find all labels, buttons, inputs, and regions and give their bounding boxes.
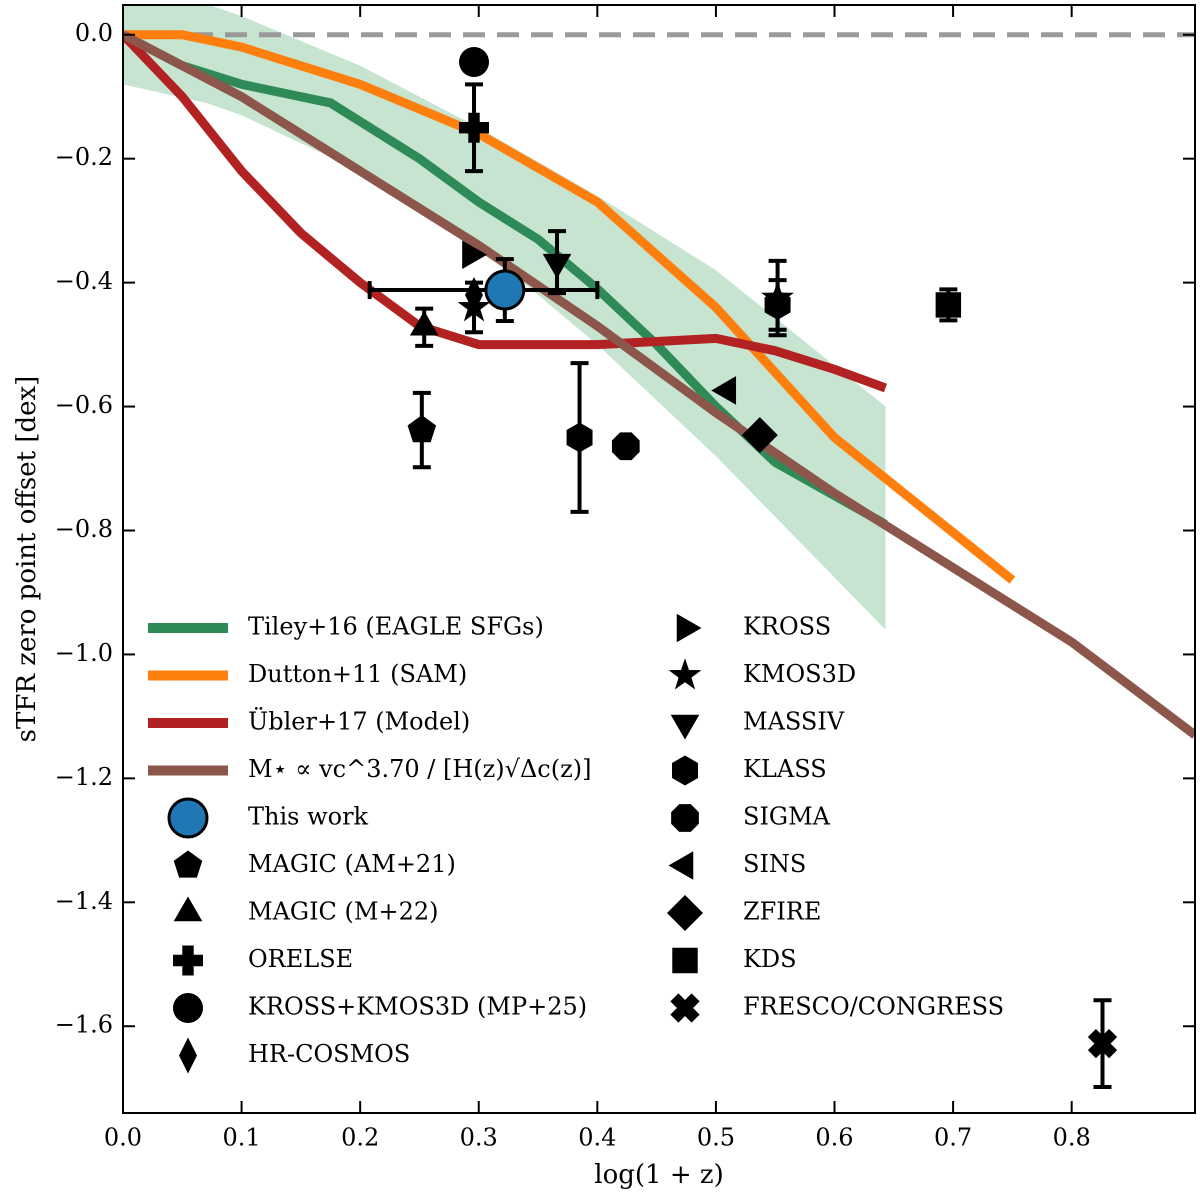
x-tick-label: 0.1 xyxy=(222,1124,260,1152)
marker xyxy=(167,797,209,839)
legend-label: HR-COSMOS xyxy=(248,1040,410,1068)
marker xyxy=(668,658,702,690)
legend-label: MASSIV xyxy=(743,708,845,736)
marker xyxy=(542,253,572,279)
plot-frame xyxy=(122,4,1196,1114)
legend-label: KMOS3D xyxy=(743,660,856,688)
marker xyxy=(668,851,694,880)
marker xyxy=(173,850,203,878)
x-tick-label: 0.6 xyxy=(815,1124,853,1152)
marker xyxy=(484,269,526,311)
y-tick-label: −1.2 xyxy=(55,763,113,791)
y-tick-label: −0.8 xyxy=(55,515,113,543)
legend-label: Dutton+11 (SAM) xyxy=(248,660,467,688)
legend-label: KROSS xyxy=(743,613,831,641)
marker xyxy=(611,432,640,461)
marker xyxy=(672,947,698,974)
marker xyxy=(566,422,593,453)
y-axis-label: sTFR zero point offset [dex] xyxy=(12,376,42,743)
y-tick-label: −1.6 xyxy=(55,1011,113,1039)
legend-label: M⋆ ∝ vc^3.70 / [H(z)√Δc(z)] xyxy=(248,755,591,783)
legend-label: MAGIC (M+22) xyxy=(248,898,439,926)
marker xyxy=(670,993,700,1023)
legend-label: FRESCO/CONGRESS xyxy=(743,993,1004,1021)
marker xyxy=(711,376,737,405)
y-tick-label: −0.6 xyxy=(55,391,113,419)
marker xyxy=(671,804,699,832)
legend: Tiley+16 (EAGLE SFGs) Dutton+11 (SAM) Üble… xyxy=(148,613,1004,1074)
series-line xyxy=(123,30,1195,739)
marker xyxy=(459,47,490,78)
y-tick-label: −0.4 xyxy=(55,267,113,295)
marker xyxy=(457,290,491,322)
marker xyxy=(670,714,700,740)
legend-label: MAGIC (AM+21) xyxy=(248,850,456,878)
marker xyxy=(173,896,203,922)
legend-label: SIGMA xyxy=(743,803,831,831)
marker xyxy=(173,945,203,976)
marker xyxy=(741,417,778,454)
legend-label: This work xyxy=(248,803,369,831)
marker xyxy=(667,895,703,931)
y-tick-label: −1.4 xyxy=(55,887,113,915)
x-tick-label: 0.7 xyxy=(934,1124,972,1152)
legend-label: KROSS+KMOS3D (MP+25) xyxy=(248,993,587,1021)
marker xyxy=(459,112,490,143)
x-tick-label: 0.0 xyxy=(104,1124,142,1152)
y-tick-label: −1.0 xyxy=(55,639,113,667)
marker xyxy=(407,415,437,443)
legend-label: ORELSE xyxy=(248,945,353,973)
x-tick-label: 0.5 xyxy=(697,1124,735,1152)
marker xyxy=(935,292,962,318)
x-tick-label: 0.8 xyxy=(1053,1124,1091,1152)
legend-label: Tiley+16 (EAGLE SFGs) xyxy=(248,613,544,641)
marker xyxy=(672,755,698,786)
y-tick-label: −0.2 xyxy=(55,143,113,171)
x-tick-label: 0.4 xyxy=(578,1124,616,1152)
x-tick-label: 0.3 xyxy=(460,1124,498,1152)
legend-label: KDS xyxy=(743,945,797,973)
plot-area xyxy=(123,5,1195,1089)
series-line xyxy=(123,31,888,393)
marker xyxy=(462,240,487,270)
marker xyxy=(173,993,203,1023)
marker xyxy=(179,1037,197,1074)
marker xyxy=(1087,1028,1118,1059)
legend-label: ZFIRE xyxy=(743,898,821,926)
marker xyxy=(764,289,791,320)
x-tick-label: 0.2 xyxy=(341,1124,379,1152)
legend-label: SINS xyxy=(743,850,806,878)
marker xyxy=(409,310,439,336)
x-axis-label: log(1 + z) xyxy=(594,1160,723,1190)
legend-label: KLASS xyxy=(743,755,827,783)
marker xyxy=(676,613,702,643)
legend-label: Übler+17 (Model) xyxy=(248,707,470,736)
y-tick-label: 0.0 xyxy=(75,19,113,47)
